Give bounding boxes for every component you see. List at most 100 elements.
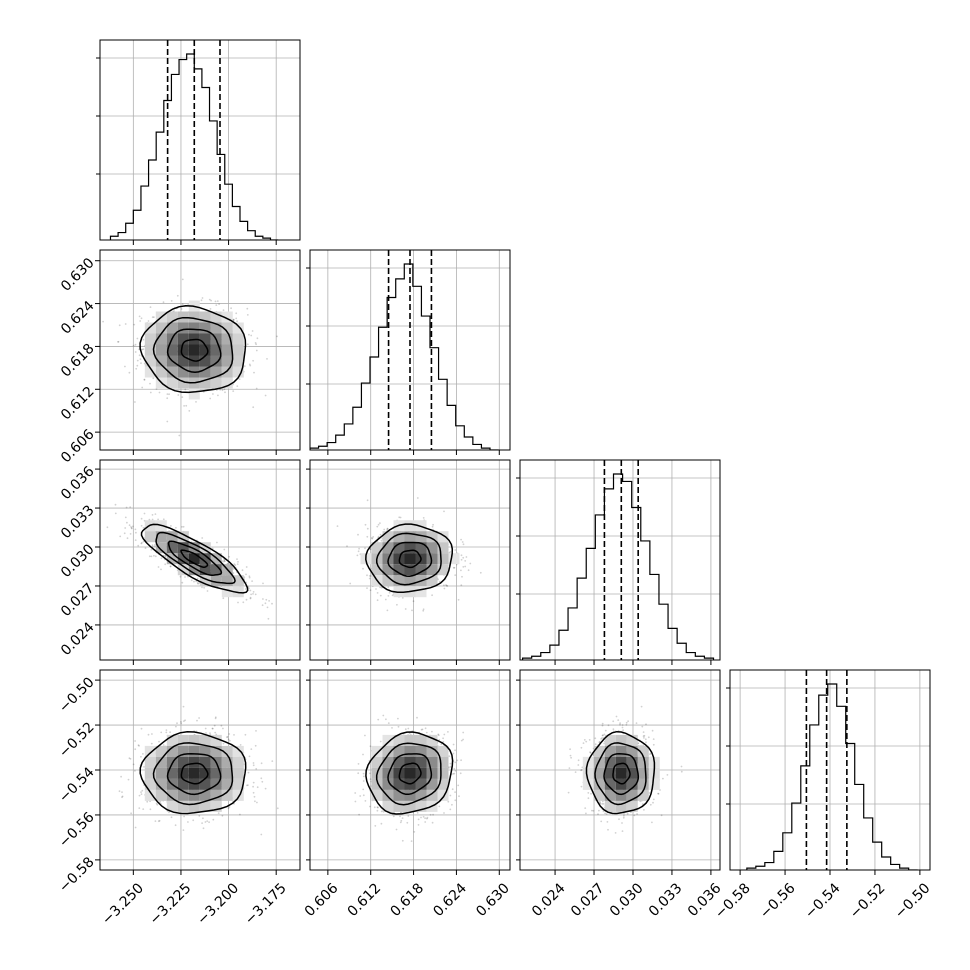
sample-point (253, 795, 256, 798)
density-cell (437, 778, 449, 790)
sample-point (128, 371, 131, 374)
density-cell (177, 355, 189, 367)
sample-point (461, 575, 463, 578)
density-cell (188, 564, 200, 576)
density-cell (188, 767, 200, 779)
sample-point (357, 763, 360, 765)
density-cell (437, 745, 449, 757)
density-cell (177, 344, 189, 356)
sample-point (209, 732, 211, 734)
sample-point (139, 320, 142, 322)
sample-point (252, 593, 254, 595)
sample-point (154, 820, 157, 822)
sample-point (271, 760, 274, 762)
contour-line (152, 742, 234, 806)
sample-point (243, 576, 246, 579)
sample-point (222, 309, 225, 312)
density-cell (371, 745, 383, 757)
density-cell (177, 778, 189, 790)
sample-point (143, 766, 145, 768)
sample-point (128, 524, 131, 527)
sample-point (206, 820, 209, 822)
sample-point (230, 307, 233, 310)
sample-point (404, 728, 407, 731)
density-cell (144, 767, 156, 779)
sample-point (213, 724, 216, 727)
sample-point (141, 348, 144, 351)
grid-lines (520, 460, 720, 660)
y-tick-label: −0.56 (56, 809, 98, 851)
sample-point (129, 533, 132, 535)
sample-point (451, 788, 454, 791)
sample-point (239, 813, 241, 816)
sample-point (469, 562, 472, 565)
density-cell (199, 553, 211, 565)
sample-point (262, 582, 264, 585)
sample-point (227, 738, 230, 741)
sample-point (169, 731, 172, 734)
density-cell (210, 789, 222, 801)
sample-point (135, 531, 137, 534)
sample-point (228, 806, 231, 808)
sample-point (140, 317, 143, 320)
sample-point (462, 543, 465, 546)
sample-point (149, 382, 151, 385)
x-tick-label: −3.175 (242, 880, 290, 928)
density-cell (221, 311, 233, 323)
density-cell (393, 778, 405, 790)
density-cell (155, 531, 167, 543)
sample-point (232, 572, 235, 574)
sample-point (142, 753, 144, 755)
sample-point (123, 532, 126, 535)
density-cell (382, 767, 394, 779)
density-cell (393, 756, 405, 768)
sample-point (445, 584, 447, 586)
sample-point (377, 806, 379, 809)
y-tick-label: 0.027 (58, 580, 98, 620)
density-cell (144, 778, 156, 790)
density-cell (437, 531, 449, 543)
sample-point (408, 732, 411, 735)
sample-point (399, 815, 401, 818)
density-cell (393, 564, 405, 576)
sample-point (260, 833, 263, 836)
density-cell (404, 520, 416, 532)
sample-point (246, 307, 249, 310)
sample-point (467, 569, 470, 572)
sample-point (170, 525, 172, 527)
sample-point (149, 391, 152, 394)
sample-point (380, 586, 383, 589)
density-cell (426, 778, 438, 790)
sample-point (236, 385, 239, 387)
sample-point (160, 731, 163, 734)
sample-point (156, 803, 159, 806)
sample-point (374, 825, 377, 827)
sample-point (479, 571, 482, 574)
sample-point (431, 525, 434, 528)
sample-point (453, 566, 456, 569)
sample-point (151, 514, 154, 516)
density-cell (177, 789, 189, 801)
sample-point (387, 595, 390, 597)
sample-point (398, 516, 401, 519)
sample-point (202, 817, 204, 820)
sample-point (224, 560, 226, 563)
sample-point (204, 821, 207, 823)
density-cell (232, 745, 244, 757)
y-tick-label: −0.54 (56, 764, 98, 806)
sample-point (228, 555, 231, 558)
density-cell (437, 553, 449, 565)
sample-point (160, 568, 162, 571)
contour-line (375, 532, 442, 586)
sample-point (445, 584, 448, 587)
sample-point (140, 755, 142, 758)
sample-point (114, 512, 117, 515)
sample-point (206, 590, 209, 592)
density-cell (404, 745, 416, 757)
sample-point (460, 739, 463, 742)
sample-point (180, 308, 183, 310)
density-cell (210, 575, 222, 587)
sample-point (443, 584, 445, 587)
sample-point (453, 772, 456, 775)
contour-line (398, 762, 422, 785)
